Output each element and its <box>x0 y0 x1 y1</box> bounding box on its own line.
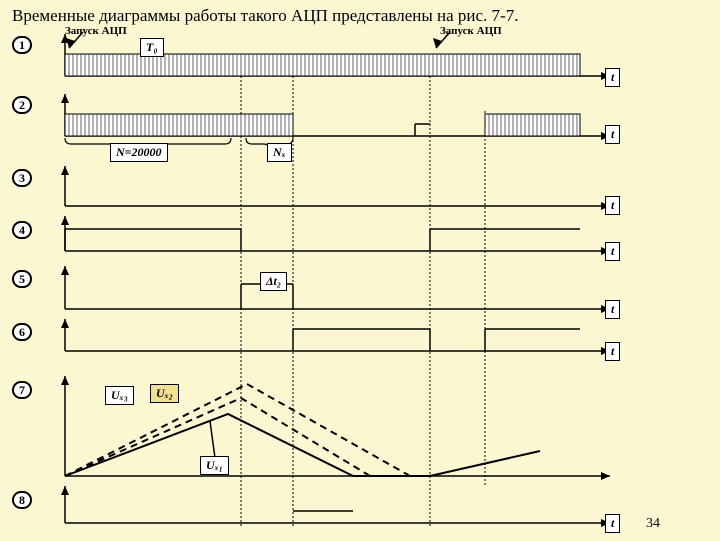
caption-text: Временные диаграммы работы такого АЦП пр… <box>12 6 518 26</box>
label-dt2: Δt₂ <box>260 272 287 291</box>
t-label-2: t <box>605 125 620 144</box>
t-label-5: t <box>605 300 620 319</box>
label-T0: T₀ <box>140 38 164 57</box>
t-label-1: t <box>605 68 620 87</box>
label-Nx: Nₓ <box>267 143 292 162</box>
row-num-6: 6 <box>12 323 32 341</box>
timing-diagram: 1 2 3 4 5 6 7 8 Запуск АЦП Запуск АЦП T₀… <box>10 26 710 536</box>
row-num-3: 3 <box>12 169 32 187</box>
row-num-8: 8 <box>12 491 32 509</box>
row-num-7: 7 <box>12 381 32 399</box>
row-num-5: 5 <box>12 270 32 288</box>
label-N20000: N=20000 <box>110 143 168 162</box>
row-num-1: 1 <box>12 36 32 54</box>
label-Ux2: Uₓ₂ <box>150 384 179 403</box>
t-label-6: t <box>605 342 620 361</box>
row-num-4: 4 <box>12 221 32 239</box>
label-start-adc-1: Запуск АЦП <box>65 25 127 37</box>
label-Ux1: Uₓ₁ <box>200 456 229 475</box>
row-num-2: 2 <box>12 96 32 114</box>
label-Ux3: Uₓ₃ <box>105 386 134 405</box>
t-label-4: t <box>605 242 620 261</box>
label-start-adc-2: Запуск АЦП <box>440 25 502 37</box>
t-label-8: t <box>605 514 620 533</box>
diagram-svg <box>10 26 710 536</box>
t-label-3: t <box>605 196 620 215</box>
